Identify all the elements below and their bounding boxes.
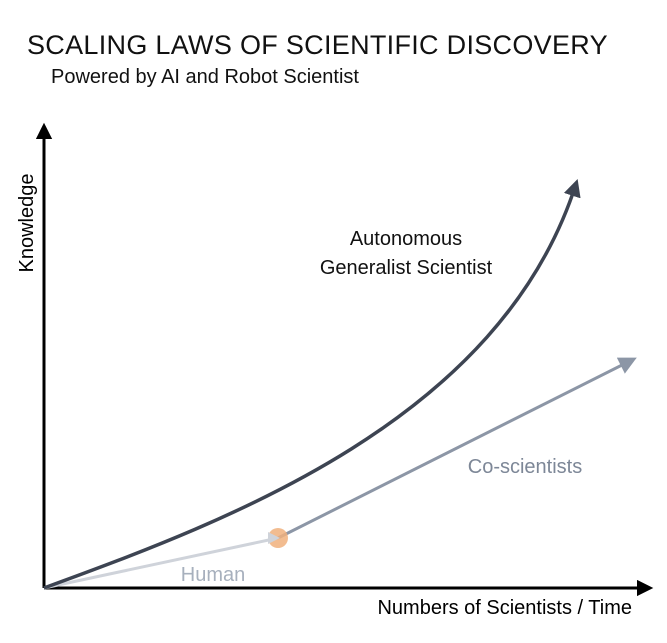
coscientists-label: Co-scientists — [468, 456, 582, 478]
human-label: Human — [181, 564, 245, 586]
autonomous-label-line1: Autonomous — [350, 228, 462, 250]
coscientists-line — [277, 357, 637, 540]
autonomous-label-line2: Generalist Scientist — [320, 257, 493, 279]
page-subtitle: Powered by AI and Robot Scientist — [51, 66, 359, 88]
y-axis-label: Knowledge — [16, 174, 38, 273]
autonomous-curve — [43, 179, 581, 590]
transition-arrowhead — [268, 532, 280, 544]
x-axis-label: Numbers of Scientists / Time — [377, 597, 632, 619]
page-title: SCALING LAWS OF SCIENTIFIC DISCOVERY — [27, 30, 608, 60]
human-line — [43, 536, 279, 590]
